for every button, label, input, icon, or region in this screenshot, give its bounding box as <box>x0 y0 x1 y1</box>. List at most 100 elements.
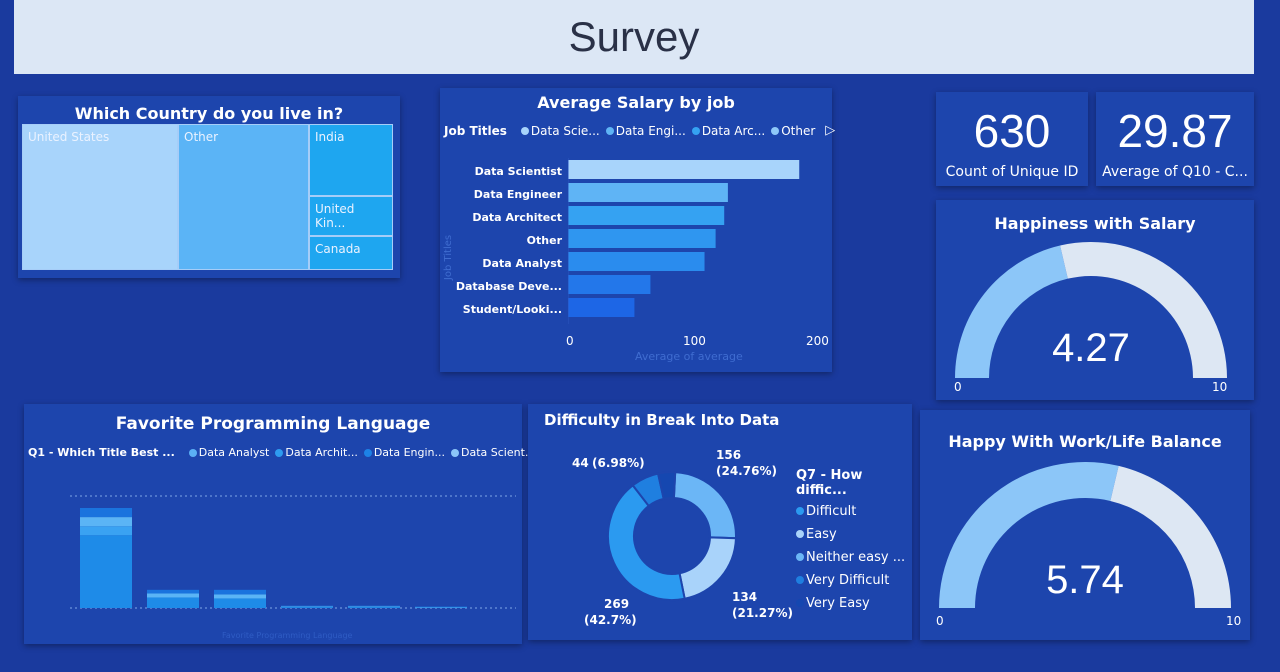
treemap-tile-canada[interactable]: Canada <box>309 236 393 270</box>
work-life-gauge-panel: Happy With Work/Life Balance 5.74 0 10 <box>920 410 1250 640</box>
language-x-axis-title: Favorite Programming Language <box>222 631 353 640</box>
donut-legend-item[interactable]: Very Easy <box>806 596 870 611</box>
donut-slice[interactable] <box>656 471 677 501</box>
donut-legend: Q7 - How diffic... Difficult Easy Neithe… <box>796 468 912 611</box>
language-bar-segment[interactable] <box>80 526 132 536</box>
language-bar-segment[interactable] <box>214 598 266 608</box>
gauge-balance-value: 5.74 <box>1046 558 1124 602</box>
language-legend-item[interactable]: Data Analyst <box>198 446 270 459</box>
salary-bar[interactable] <box>568 183 728 202</box>
language-category-label: JavaScript <box>353 613 394 614</box>
salary-bar[interactable] <box>568 160 800 179</box>
language-legend-item[interactable]: Data Scient... <box>461 446 536 459</box>
kpi-average-value: 29.87 <box>1117 105 1233 157</box>
gauge-fill <box>939 462 1119 608</box>
language-chart-title: Favorite Programming Language <box>115 414 431 434</box>
language-bar-segment[interactable] <box>80 517 132 527</box>
donut-label-count: 156 <box>716 448 742 462</box>
language-legend-title: Q1 - Which Title Best ... <box>28 446 175 459</box>
gauge-remaining <box>1060 242 1227 378</box>
legend-dot-icon <box>796 599 804 607</box>
donut-label-count: 44 <box>572 456 589 470</box>
language-bar-segment[interactable] <box>147 589 199 594</box>
treemap-tile-india[interactable]: India <box>309 124 393 196</box>
donut-legend-title: Q7 - How diffic... <box>796 468 863 498</box>
language-legend: Q1 - Which Title Best ... Data Analyst D… <box>28 445 555 460</box>
salary-bars-plot <box>568 158 800 324</box>
legend-next-arrow-icon[interactable]: ▷ <box>825 123 836 138</box>
salary-bar[interactable] <box>568 275 651 294</box>
salary-chart-title: Average Salary by job <box>537 93 735 112</box>
language-category-label: Java <box>432 613 450 614</box>
gauge-salary-min: 0 <box>954 380 962 394</box>
kpi-count-label: Count of Unique ID <box>945 164 1079 180</box>
salary-legend-item[interactable]: Data Scie... <box>530 123 600 138</box>
salary-x-tick: 200 <box>806 334 829 348</box>
salary-legend-item[interactable]: Data Arc... <box>701 123 766 138</box>
language-bar-segment[interactable] <box>147 593 199 598</box>
language-bar-segment[interactable] <box>214 589 266 595</box>
salary-bar[interactable] <box>568 252 705 271</box>
donut-label-pct: (21.27%) <box>732 606 793 620</box>
salary-x-axis-title: Average of average <box>635 350 743 363</box>
language-bar-segment[interactable] <box>147 597 199 598</box>
language-legend-item[interactable]: Data Archit... <box>285 446 358 459</box>
gauge-salary-max: 10 <box>1212 380 1228 394</box>
donut-legend-item[interactable]: Neither easy ... <box>806 550 906 565</box>
salary-bar[interactable] <box>568 206 725 225</box>
legend-dot-icon <box>796 576 804 584</box>
kpi-average-card: 29.87 Average of Q10 - C... <box>1096 92 1254 186</box>
legend-dot-icon <box>451 448 460 457</box>
legend-dot-icon <box>520 126 529 135</box>
treemap-title: Which Country do you live in? <box>74 104 344 123</box>
legend-dot-icon <box>188 448 197 457</box>
language-bar-segment[interactable] <box>281 607 333 608</box>
salary-bar[interactable] <box>568 298 635 317</box>
donut-slice[interactable] <box>672 471 737 540</box>
language-category-label: Python <box>92 613 120 614</box>
salary-category-label: Data Engineer <box>473 188 562 201</box>
gauge-remaining <box>1110 465 1231 608</box>
salary-legend-title: Job Titles <box>444 123 507 138</box>
salary-legend-item[interactable]: Data Engi... <box>615 123 686 138</box>
language-bar-segment[interactable] <box>348 607 400 608</box>
legend-dot-icon <box>796 553 804 561</box>
gauge-salary-arc <box>955 242 1227 378</box>
treemap-tile-united-states[interactable]: United States <box>22 124 178 270</box>
language-bar-segment[interactable] <box>80 508 132 518</box>
treemap-tile-other[interactable]: Other <box>178 124 309 270</box>
language-category-label: Other <box>229 613 252 614</box>
donut-legend-item[interactable]: Difficult <box>806 504 857 519</box>
salary-bar[interactable] <box>568 229 716 248</box>
country-treemap-panel: Which Country do you live in? United Sta… <box>18 96 400 278</box>
salary-x-tick: 0 <box>566 334 574 348</box>
gauge-fill <box>955 245 1068 378</box>
donut-legend-item[interactable]: Easy <box>806 527 837 542</box>
legend-dot-icon <box>691 126 700 135</box>
donut-slice[interactable] <box>607 483 686 601</box>
donut-slice[interactable] <box>678 536 737 600</box>
legend-dot-icon <box>605 126 614 135</box>
donut-label-count: 134 <box>732 590 758 604</box>
language-bar-segment[interactable] <box>214 594 266 598</box>
language-category-label: C/C++ <box>293 613 320 614</box>
salary-category-label: Data Analyst <box>482 257 562 270</box>
salary-legend-item[interactable]: Other <box>781 123 816 138</box>
language-category-label: R <box>170 613 176 614</box>
gauge-balance-min: 0 <box>936 614 944 628</box>
legend-dot-icon <box>796 507 804 515</box>
donut-legend-item[interactable]: Very Difficult <box>806 573 890 588</box>
language-bar-segment[interactable] <box>80 535 132 608</box>
donut-label-pct: (42.7%) <box>584 613 637 627</box>
language-bar-segment[interactable] <box>147 598 199 608</box>
donut-label-pct: (24.76%) <box>716 464 777 478</box>
gauge-balance-max: 10 <box>1226 614 1242 628</box>
kpi-count-card: 630 Count of Unique ID <box>936 92 1088 186</box>
treemap-tile-united-kingdom[interactable]: United Kin... <box>309 196 393 236</box>
donut-title: Difficulty in Break Into Data <box>544 411 780 429</box>
language-bars-plot: Python R Other C/C++ JavaScript Java <box>70 495 516 614</box>
language-legend-item[interactable]: Data Engin... <box>373 446 446 459</box>
donut-label-count: 269 <box>604 597 630 611</box>
gauge-salary-title: Happiness with Salary <box>994 214 1196 233</box>
language-bar-segment[interactable] <box>214 598 266 599</box>
